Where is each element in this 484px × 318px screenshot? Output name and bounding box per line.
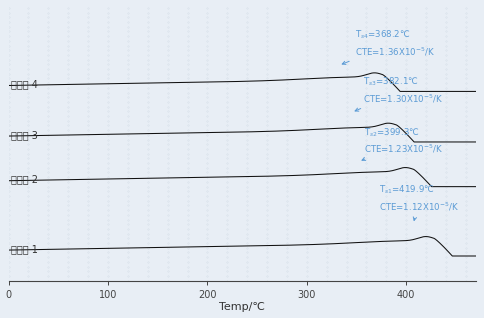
Text: 实施例 3: 实施例 3: [11, 130, 37, 140]
Text: T$_{s2}$=399.3℃
CTE=1.23X10$^{-5}$/K: T$_{s2}$=399.3℃ CTE=1.23X10$^{-5}$/K: [362, 126, 444, 160]
Text: T$_{s4}$=368.2℃
CTE=1.36X10$^{-5}$/K: T$_{s4}$=368.2℃ CTE=1.36X10$^{-5}$/K: [342, 29, 435, 64]
Text: 实施例 1: 实施例 1: [11, 244, 37, 254]
X-axis label: Temp/℃: Temp/℃: [219, 302, 265, 313]
Text: T$_{s1}$=419.9℃
CTE=1.12X10$^{-5}$/K: T$_{s1}$=419.9℃ CTE=1.12X10$^{-5}$/K: [379, 184, 459, 220]
Text: 实施例 2: 实施例 2: [11, 175, 38, 184]
Text: T$_{s3}$=382.1℃
CTE=1.30X10$^{-5}$/K: T$_{s3}$=382.1℃ CTE=1.30X10$^{-5}$/K: [355, 76, 442, 111]
Text: 实施例 4: 实施例 4: [11, 79, 37, 89]
